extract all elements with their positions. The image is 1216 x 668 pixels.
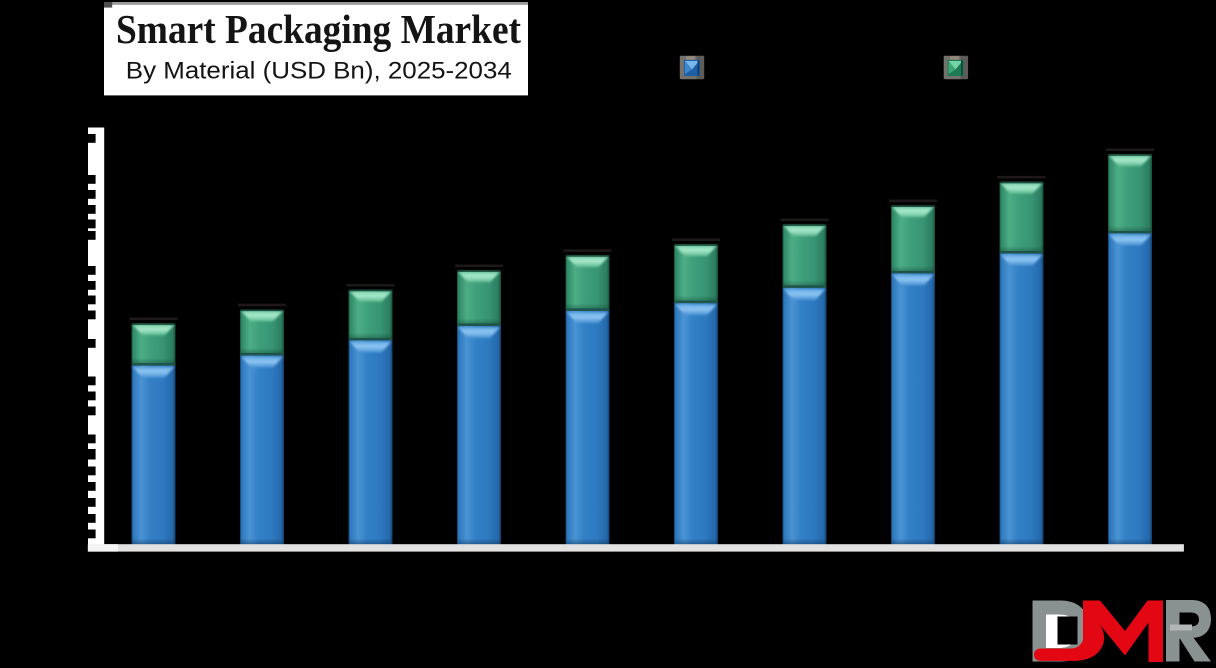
svg-text:Smart Packaging Market: Smart Packaging Market — [116, 6, 521, 52]
svg-text:By Material (USD Bn), 2025-203: By Material (USD Bn), 2025-2034 — [126, 58, 512, 85]
